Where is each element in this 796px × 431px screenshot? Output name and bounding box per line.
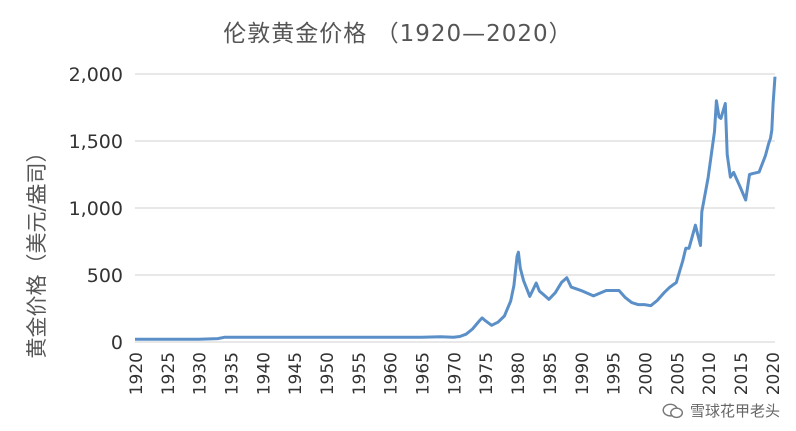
x-tick-label: 1920	[127, 352, 147, 395]
y-axis-label: 黄金价格（美元/盎司）	[25, 141, 49, 358]
y-tick-label: 1,000	[69, 198, 123, 220]
watermark-text: 雪球花甲老头	[689, 402, 780, 420]
x-tick-label: 1990	[573, 352, 593, 395]
x-tick-label: 1980	[509, 352, 529, 395]
y-tick-label: 0	[111, 332, 123, 354]
x-tick-label: 1985	[541, 352, 561, 395]
x-tick-label: 2020	[764, 352, 784, 395]
x-tick-label: 2005	[668, 352, 688, 395]
gold-price-line	[135, 76, 777, 341]
watermark: 雪球花甲老头	[662, 400, 780, 421]
x-tick-label: 1945	[286, 352, 306, 395]
x-tick-label: 1960	[382, 352, 402, 395]
x-tick-label: 1955	[350, 352, 370, 395]
y-tick-label: 500	[87, 265, 123, 287]
y-tick-label: 1,500	[69, 131, 123, 153]
wechat-icon	[662, 403, 684, 418]
x-tick-label: 1940	[254, 352, 274, 395]
x-tick-label: 2000	[636, 352, 656, 395]
x-tick-label: 1930	[191, 352, 211, 395]
y-tick-labels: 0 500 1,000 1,500 2,000	[69, 64, 123, 354]
x-tick-label: 1995	[605, 352, 625, 395]
x-tick-label: 1925	[159, 352, 179, 395]
y-tick-label: 2,000	[69, 64, 123, 86]
x-tick-label: 1975	[477, 352, 497, 395]
x-tick-label: 1965	[414, 352, 434, 395]
x-tick-labels: 1920 1925 1930 1935 1940 1945 1950 1955 1960 1965…	[127, 352, 784, 395]
gridlines	[135, 73, 775, 343]
chart-title: 伦敦黄金价格 （1920—2020）	[223, 21, 573, 47]
x-tick-label: 1935	[223, 352, 243, 395]
x-tick-label: 2010	[700, 352, 720, 395]
x-tick-label: 1970	[445, 352, 465, 395]
x-tick-label: 1950	[318, 352, 338, 395]
x-tick-label: 2015	[732, 352, 752, 395]
